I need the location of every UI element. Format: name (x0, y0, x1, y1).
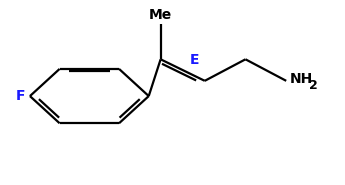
Text: 2: 2 (309, 79, 318, 92)
Text: F: F (15, 89, 25, 103)
Text: Me: Me (149, 8, 172, 22)
Text: E: E (190, 53, 199, 67)
Text: NH: NH (289, 72, 313, 86)
